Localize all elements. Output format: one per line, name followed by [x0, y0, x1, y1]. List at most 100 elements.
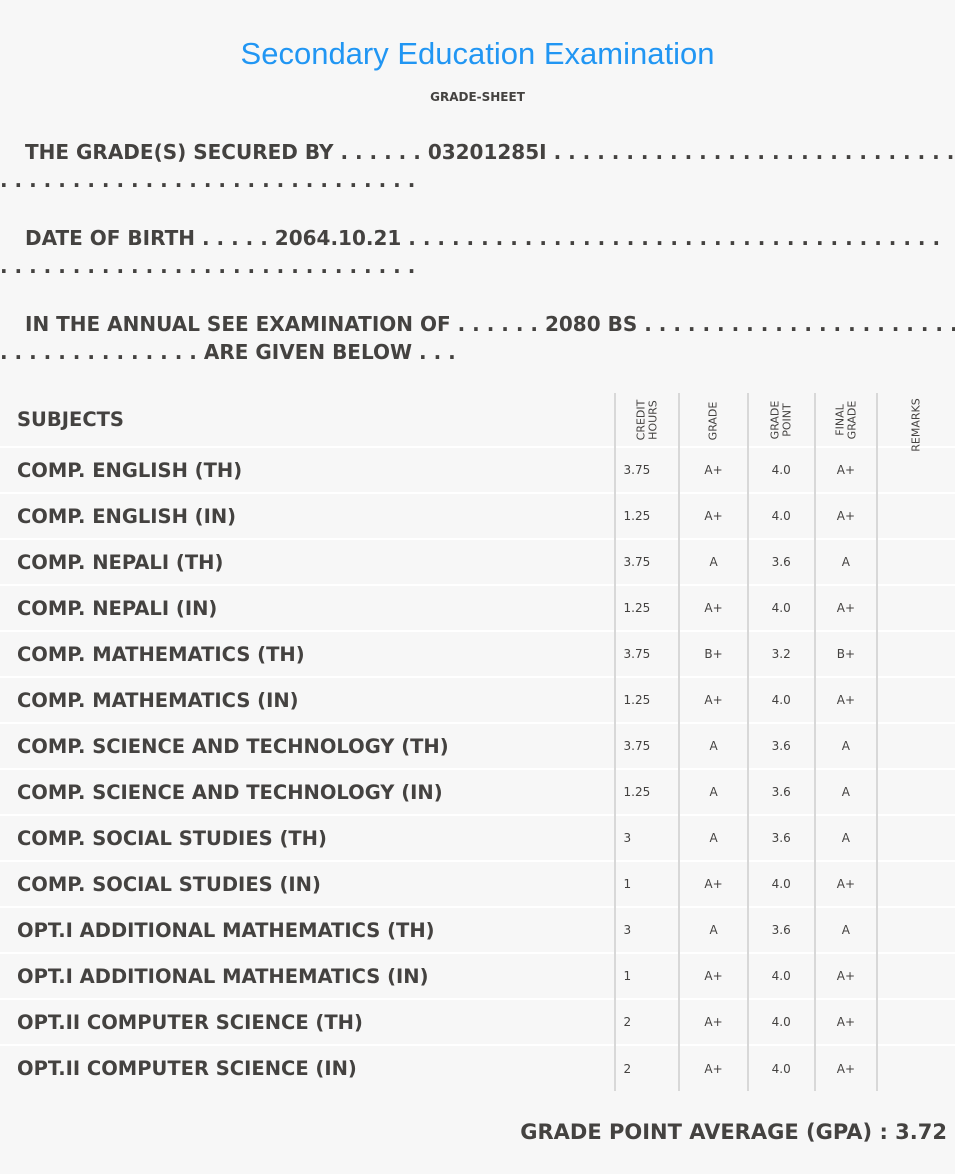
final-grade-cell: A+ [813, 953, 878, 999]
table-row: COMP. MATHEMATICS (IN) 1.25 A+ 4.0 A+ [0, 677, 955, 723]
credit-hours-cell: 1 [613, 953, 680, 999]
final-grade-cell: A+ [813, 999, 878, 1045]
header-remarks: REMARKS [909, 398, 923, 452]
secured-by-label: THE GRADE(S) SECURED BY [25, 140, 334, 164]
dots: . . . . . . [340, 140, 421, 164]
subject-cell: OPT.II COMPUTER SCIENCE (TH) [17, 1010, 363, 1034]
grade-cell: A+ [678, 585, 748, 631]
secured-by-line: THE GRADE(S) SECURED BY . . . . . . 0320… [0, 140, 955, 164]
grade-cell: A+ [678, 493, 748, 539]
credit-hours-cell: 2 [613, 1045, 680, 1091]
grade-cell: A+ [678, 861, 748, 907]
grade-point-cell: 4.0 [746, 585, 815, 631]
final-grade-cell: A+ [813, 493, 878, 539]
page-subtitle: GRADE-SHEET [430, 90, 525, 104]
credit-hours-cell: 1.25 [613, 769, 680, 815]
grade-point-cell: 4.0 [746, 447, 815, 493]
dots-line: . . . . . . . . . . . . . . . . . . . . … [0, 168, 416, 192]
credit-hours-cell: 3 [613, 907, 680, 953]
table-row: COMP. ENGLISH (TH) 3.75 A+ 4.0 A+ [0, 447, 955, 493]
final-grade-cell: A+ [813, 677, 878, 723]
credit-hours-cell: 3.75 [613, 447, 680, 493]
table-row: COMP. ENGLISH (IN) 1.25 A+ 4.0 A+ [0, 493, 955, 539]
grade-cell: A+ [678, 677, 748, 723]
grade-point-cell: 3.6 [746, 907, 815, 953]
remarks-cell [876, 999, 955, 1045]
table-row: OPT.II COMPUTER SCIENCE (IN) 2 A+ 4.0 A+ [0, 1045, 955, 1091]
table-row: COMP. SOCIAL STUDIES (IN) 1 A+ 4.0 A+ [0, 861, 955, 907]
grade-point-cell: 3.6 [746, 769, 815, 815]
final-grade-cell: A+ [813, 447, 878, 493]
grade-point-cell: 4.0 [746, 493, 815, 539]
grade-point-cell: 3.6 [746, 815, 815, 861]
grade-cell: A [678, 907, 748, 953]
grade-point-cell: 3.6 [746, 723, 815, 769]
header-grade-point: GRADE POINT [768, 400, 794, 439]
credit-hours-cell: 1.25 [613, 677, 680, 723]
grade-cell: A+ [678, 953, 748, 999]
final-grade-cell: A [813, 723, 878, 769]
subject-cell: COMP. MATHEMATICS (TH) [17, 642, 305, 666]
grade-point-cell: 3.6 [746, 539, 815, 585]
remarks-cell [876, 539, 955, 585]
dots: . . . . . . . . . . . . . . [0, 340, 197, 364]
final-grade-cell: A [813, 907, 878, 953]
header-credit-hours: CREDIT HOURS [633, 399, 659, 440]
remarks-cell [876, 815, 955, 861]
gpa-value: 3.72 [895, 1120, 947, 1144]
header-subjects: SUBJECTS [17, 408, 124, 431]
table-row: COMP. NEPALI (TH) 3.75 A 3.6 A [0, 539, 955, 585]
remarks-cell [876, 769, 955, 815]
subject-cell: COMP. SOCIAL STUDIES (TH) [17, 826, 327, 850]
final-grade-cell: A+ [813, 861, 878, 907]
exam-line: IN THE ANNUAL SEE EXAMINATION OF . . . .… [0, 312, 955, 336]
remarks-cell [876, 447, 955, 493]
final-grade-cell: B+ [813, 631, 878, 677]
subject-cell: COMP. NEPALI (IN) [17, 596, 218, 620]
dob-line: DATE OF BIRTH . . . . . 2064.10.21 . . .… [0, 226, 955, 250]
header-grade: GRADE [706, 401, 720, 440]
symbol-number: 03201285I [427, 140, 547, 164]
header-final-grade: FINAL GRADE [832, 400, 858, 439]
credit-hours-cell: 3.75 [613, 723, 680, 769]
grade-point-cell: 4.0 [746, 677, 815, 723]
exam-line-2: . . . . . . . . . . . . . . ARE GIVEN BE… [0, 340, 955, 364]
dots: . . . . . . . . . . . . . . . . . . . . … [408, 226, 941, 250]
table-row: COMP. SCIENCE AND TECHNOLOGY (TH) 3.75 A 3.… [0, 723, 955, 769]
credit-hours-cell: 3 [613, 815, 680, 861]
remarks-cell [876, 1045, 955, 1091]
subject-cell: OPT.II COMPUTER SCIENCE (IN) [17, 1057, 357, 1080]
exam-year: 2080 BS [544, 312, 638, 336]
final-grade-cell: A+ [813, 1045, 878, 1091]
subject-cell: COMP. SCIENCE AND TECHNOLOGY (TH) [17, 734, 449, 758]
remarks-cell [876, 723, 955, 769]
grade-cell: A+ [678, 1045, 748, 1091]
subject-cell: OPT.I ADDITIONAL MATHEMATICS (IN) [17, 964, 429, 988]
table-header: SUBJECTS CREDIT HOURS GRADE GRADE POINT … [0, 393, 955, 452]
grade-cell: B+ [678, 631, 748, 677]
remarks-cell [876, 585, 955, 631]
grade-cell: A [678, 769, 748, 815]
gpa-summary: GRADE POINT AVERAGE (GPA) : 3.72 [520, 1120, 947, 1144]
grade-cell: A [678, 815, 748, 861]
table-row: COMP. MATHEMATICS (TH) 3.75 B+ 3.2 B+ [0, 631, 955, 677]
dots-line: . . . . . . . . . . . . . . . . . . . . … [0, 254, 416, 278]
credit-hours-cell: 1.25 [613, 585, 680, 631]
dots: . . . . . [201, 226, 268, 250]
dots: . . . . . . [457, 312, 538, 336]
remarks-cell [876, 861, 955, 907]
subject-cell: COMP. ENGLISH (IN) [17, 504, 237, 528]
grade-point-cell: 4.0 [746, 861, 815, 907]
subject-cell: COMP. SCIENCE AND TECHNOLOGY (IN) [17, 780, 443, 804]
grade-cell: A [678, 723, 748, 769]
credit-hours-cell: 2 [613, 999, 680, 1045]
grade-point-cell: 4.0 [746, 953, 815, 999]
table-row: OPT.I ADDITIONAL MATHEMATICS (TH) 3 A 3.6 A [0, 907, 955, 953]
grade-point-cell: 4.0 [746, 999, 815, 1045]
subject-cell: OPT.I ADDITIONAL MATHEMATICS (TH) [17, 918, 435, 942]
remarks-cell [876, 907, 955, 953]
dob-value: 2064.10.21 [274, 226, 402, 250]
grade-cell: A [678, 539, 748, 585]
final-grade-cell: A [813, 539, 878, 585]
table-row: COMP. SCIENCE AND TECHNOLOGY (IN) 1.25 A 3.… [0, 769, 955, 815]
